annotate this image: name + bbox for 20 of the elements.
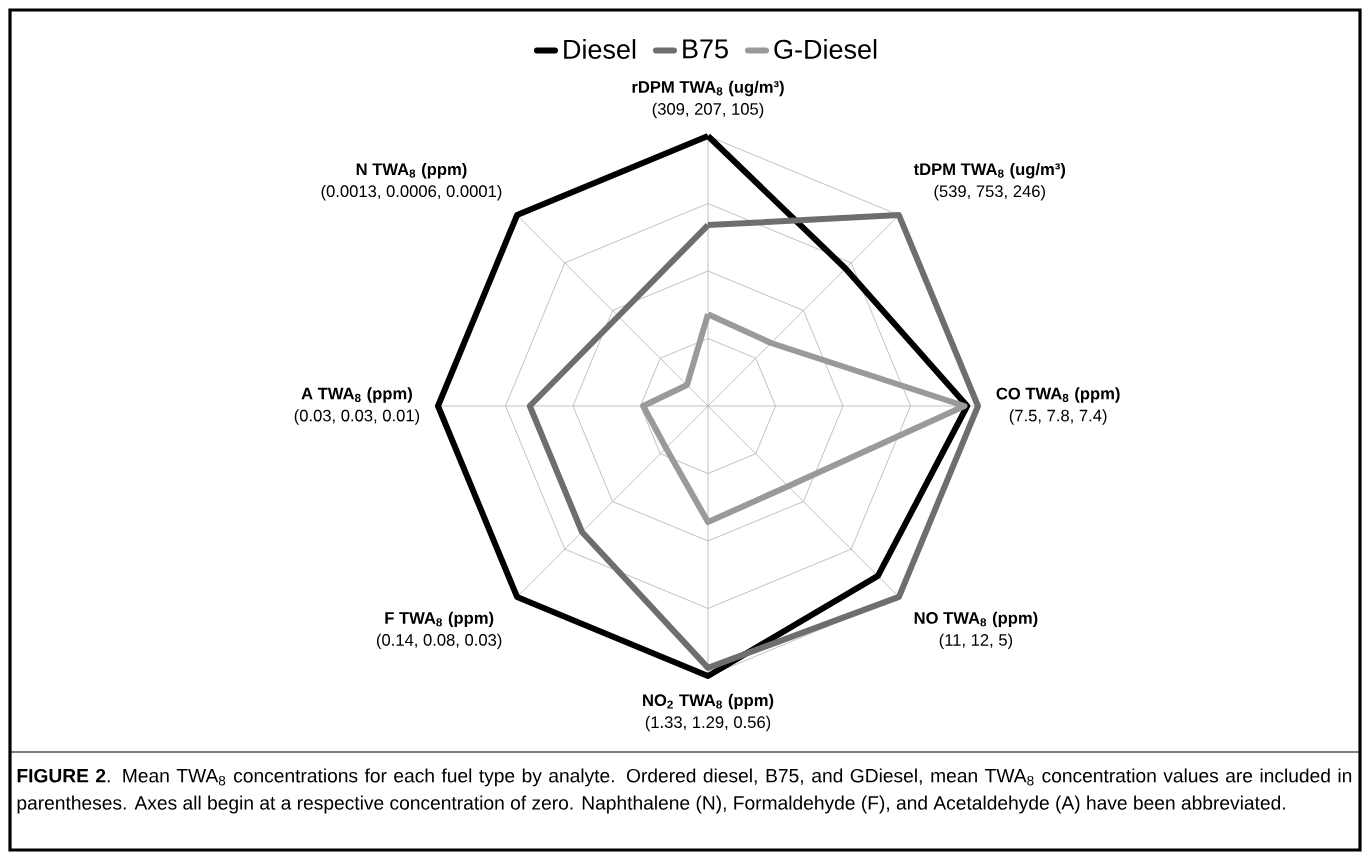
spoke-label: F TWA$_{8}$ (ppm) <box>385 611 494 628</box>
spoke-label: tDPM TWA$_{8}$ (ug/m³) <box>913 162 1066 179</box>
text: FIGURE 2. Mean TWA$_{8}$ concentrations for each fuel type by analyte. Ordered diesel, B75, and GDiesel, mean TWA$_{8}$ concentration values are included in parentheses. Axes all begin at a respective concentration of zero. Naphthalene (N), Formaldehyde (F), and Acetaldehyde (A) have been abbreviated. <box>17 768 1352 814</box>
text: (11, 12, 5) <box>939 633 1013 650</box>
text: (539, 753, 246) <box>934 184 1045 201</box>
text: (0.14, 0.08, 0.03) <box>376 633 502 650</box>
spoke-label: N TWA$_{8}$ (ppm) <box>356 162 467 179</box>
text: (7.5, 7.8, 7.4) <box>1009 409 1107 425</box>
legend-label: Diesel <box>564 39 636 59</box>
text: (0.03, 0.03, 0.01) <box>294 409 420 425</box>
legend-label: B75 <box>683 39 728 59</box>
spoke-label: NO TWA$_{8}$ (ppm) <box>914 611 1038 628</box>
spoke-label: NO$_{2}$ TWA$_{8}$ (ppm) <box>643 693 774 710</box>
legend-label: G-Diesel <box>774 39 877 59</box>
text: (309, 207, 105) <box>652 102 764 119</box>
text: (0.0013, 0.0006, 0.0001) <box>321 184 502 201</box>
text: (1.33, 1.29, 0.56) <box>645 715 771 732</box>
spoke-label: rDPM TWA$_{8}$ (ug/m³) <box>632 80 784 97</box>
spoke-label: A TWA$_{8}$ (ppm) <box>301 387 412 403</box>
spoke-label: CO TWA$_{8}$ (ppm) <box>996 387 1120 403</box>
